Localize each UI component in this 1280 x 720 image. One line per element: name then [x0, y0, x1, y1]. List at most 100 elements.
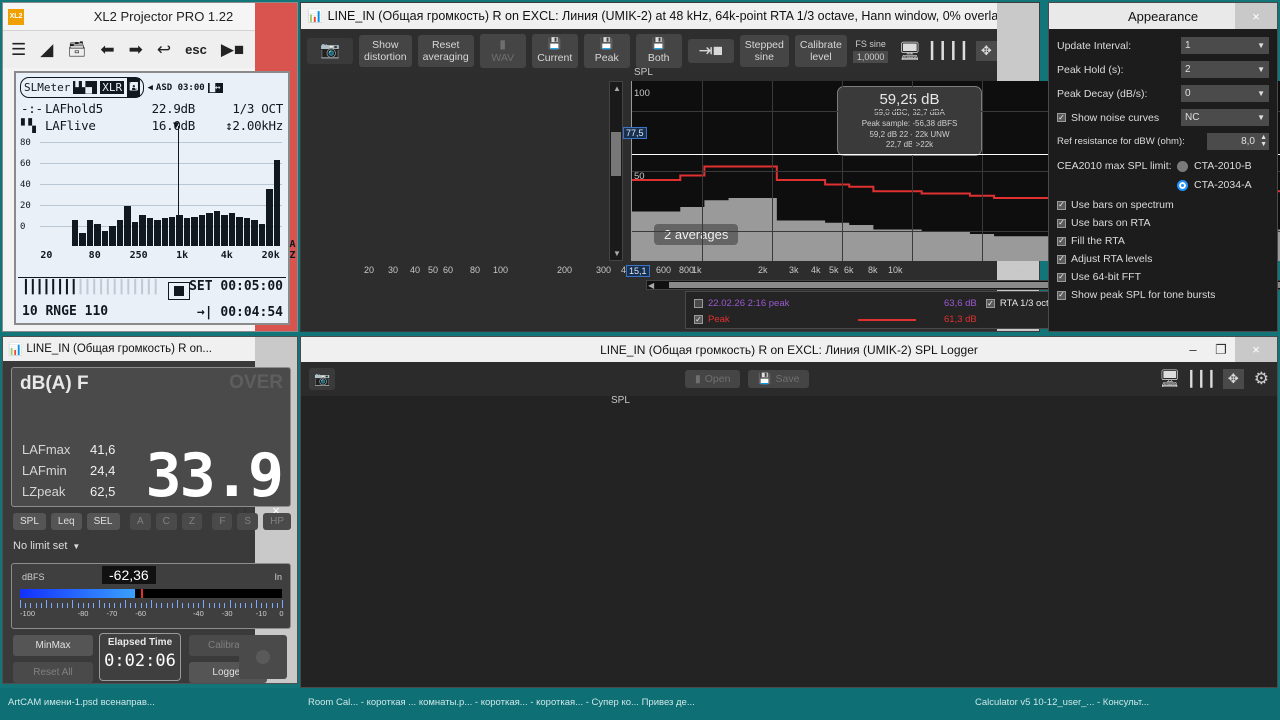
lcd-mode-pill[interactable]: SLMeter ▘▚▖ XLR 🖪 [20, 77, 145, 98]
legend-checkbox[interactable]: ✓ [986, 298, 995, 308]
bars-icon[interactable]: ┃┃┃ [1186, 371, 1217, 388]
arrow-left-icon[interactable]: ⬅ [100, 40, 115, 59]
list-icon[interactable]: ☰ [11, 40, 27, 59]
spl-record-button[interactable] [239, 635, 287, 679]
update-interval-select[interactable]: 1 ▼ [1181, 37, 1269, 54]
appearance-checkbox-row[interactable]: ✓ Adjust RTA levels [1057, 253, 1269, 265]
rta-y-cursor[interactable]: 77,5 [623, 127, 647, 139]
rta-horizontal-scrollbar[interactable]: ◀ ▶ [646, 280, 1280, 290]
stepped-sine-button[interactable]: Stepped sine [739, 34, 789, 68]
spectrum-bar [266, 188, 273, 246]
both-button[interactable]: 💾 Both [635, 34, 682, 68]
logger-minimize-button[interactable]: – [1189, 342, 1197, 357]
appearance-checkbox-row[interactable]: ✓ Show peak SPL for tone bursts [1057, 289, 1269, 301]
logger-close-button[interactable]: × [1235, 337, 1277, 362]
weighting-c-button[interactable]: C [155, 513, 177, 530]
spl-logger-window: LINE_IN (Общая громкость) R on EXCL: Лин… [300, 336, 1278, 688]
reset-averaging-button[interactable]: Reset averaging [417, 34, 474, 68]
appearance-checkbox-row[interactable]: ✓ Use 64-bit FFT [1057, 271, 1269, 283]
fs-sine-value[interactable]: 1,0000 [852, 51, 889, 63]
legend-checkbox[interactable]: ✓ [694, 314, 703, 324]
taskbar-group[interactable]: ArtCAM имени-1.psd всенаправ... [8, 697, 155, 708]
rta-x-cursor[interactable]: 15,1 [626, 265, 650, 277]
bars-icon[interactable]: ┃┃┃┃ [927, 43, 970, 60]
enter-icon[interactable]: ↩ [156, 40, 172, 59]
checkbox[interactable]: ✓ [1057, 200, 1066, 210]
camera-icon[interactable]: 📷 [309, 368, 336, 390]
esc-icon[interactable]: esc [185, 42, 207, 57]
rta-vertical-scrollbar[interactable]: ▲ ▼ [609, 81, 623, 261]
checkbox[interactable]: ✓ [1057, 254, 1066, 264]
checkbox[interactable]: ✓ [1057, 218, 1066, 228]
cta-2034a-radio[interactable] [1177, 179, 1188, 191]
folder-icon[interactable]: ◢ [40, 40, 54, 59]
legend-checkbox[interactable] [694, 299, 703, 308]
logger-maximize-button[interactable]: ❐ [1215, 341, 1227, 357]
spl-titlebar: 📊 LINE_IN (Общая громкость) R on... – ❐ … [3, 337, 297, 683]
rta-x-label: 20 [364, 265, 375, 275]
response-f-button[interactable]: F [212, 513, 233, 530]
peak-button[interactable]: 💾 Peak [583, 34, 630, 68]
export-icon[interactable]: ⇥■ [687, 39, 734, 63]
appearance-checkbox-row[interactable]: ✓ Fill the RTA [1057, 235, 1269, 247]
checkbox[interactable]: ✓ [1057, 236, 1066, 246]
response-s-button[interactable]: S [237, 513, 259, 530]
lcd-x-label: 80 [88, 250, 101, 261]
gear-icon[interactable]: ⚙ [1253, 369, 1270, 388]
peak-decay-select[interactable]: 0 ▼ [1181, 85, 1269, 102]
open-button[interactable]: ▮ Open [684, 369, 741, 389]
legend-item[interactable]: 22.02.26 2:16 peak 63,6 dB [694, 296, 977, 311]
taskbar-group[interactable]: Room Cal... - короткая ... комнаты.p... … [308, 697, 695, 708]
spl-mode-leq[interactable]: Leq [50, 513, 82, 530]
elapsed-time-panel: Elapsed Time 0:02:06 [99, 633, 181, 681]
checkbox[interactable]: ✓ [1057, 290, 1066, 300]
monitor-icon[interactable]: 🖥 [1159, 369, 1181, 388]
dbfs-tick-labels: -100 -80 -70 -60 -40 -30 -10 0 [20, 609, 284, 621]
spectrum-bar [243, 218, 251, 246]
appearance-checkbox-row[interactable]: ✓ Use bars on spectrum [1057, 199, 1269, 211]
limit-dropdown[interactable]: No limit set ▼ [13, 540, 80, 552]
spectrum-bar [198, 214, 206, 246]
appearance-checkbox-row[interactable]: ✓ Use bars on RTA [1057, 217, 1269, 229]
monitor-icon[interactable]: 🖥 [898, 40, 922, 61]
rta-titlebar: 📊 LINE_IN (Общая громкость) R on EXCL: Л… [301, 3, 1039, 331]
minmax-button[interactable]: MinMax [13, 635, 93, 656]
logger-y-axis-title: SPL [611, 395, 630, 406]
show-distortion-button[interactable]: Show distortion [359, 34, 412, 68]
peak-hold-select[interactable]: 2 ▼ [1181, 61, 1269, 78]
camera-icon[interactable]: 📷 [307, 37, 353, 65]
fit-arrows-icon[interactable]: ✥ [975, 41, 997, 61]
hp-button[interactable]: HP [263, 513, 291, 530]
fs-sine-field[interactable]: FS sine 1,0000 [852, 39, 889, 63]
weighting-z-button[interactable]: Z [181, 513, 202, 530]
appearance-close-button[interactable]: × [1235, 3, 1277, 29]
weighting-a-button[interactable]: A [129, 513, 151, 530]
wav-button[interactable]: ▮ WAV [479, 33, 526, 69]
ref-resistance-spinner[interactable]: 8,0 ▲ ▼ [1207, 133, 1269, 150]
spl-maximize-button[interactable]: ❐ [235, 502, 247, 517]
tooltip-main: 59,25 dB [879, 91, 940, 108]
checkbox[interactable]: ✓ [1057, 272, 1066, 282]
spl-mode-spl[interactable]: SPL [13, 513, 46, 530]
save-button[interactable]: 💾 Save [748, 369, 810, 389]
noise-curves-label: Show noise curves [1071, 111, 1160, 124]
current-button[interactable]: 💾 Current [531, 34, 578, 68]
noise-curves-checkbox[interactable]: ✓ [1057, 112, 1066, 122]
noise-curves-select[interactable]: NC ▼ [1181, 109, 1269, 126]
rta-x-label: 3k [789, 265, 799, 275]
cta-2010b-radio[interactable] [1177, 160, 1188, 172]
play-stop-icon[interactable]: ▶■ [220, 40, 245, 59]
spl-mode-sel[interactable]: SEL [86, 513, 120, 530]
fit-arrows-icon[interactable]: ✥ [1222, 369, 1244, 389]
spl-minimize-button[interactable]: – [209, 502, 217, 518]
reset-all-button[interactable]: Reset All [13, 662, 93, 683]
stop-icon[interactable] [168, 282, 190, 300]
sd-card-icon[interactable]: 🗃 [67, 41, 87, 58]
calibrate-level-button[interactable]: Calibrate level [794, 34, 847, 68]
lcd-y-label: 0 [20, 222, 26, 232]
legend-item[interactable]: ✓ Peak 61,3 dB [694, 312, 977, 327]
tick [114, 603, 116, 608]
taskbar-group[interactable]: Calculator v5 10-12_user_... - Консульт.… [975, 697, 1150, 708]
spl-app-icon: 📊 [8, 344, 23, 356]
arrow-right-icon[interactable]: ➡ [128, 40, 143, 59]
